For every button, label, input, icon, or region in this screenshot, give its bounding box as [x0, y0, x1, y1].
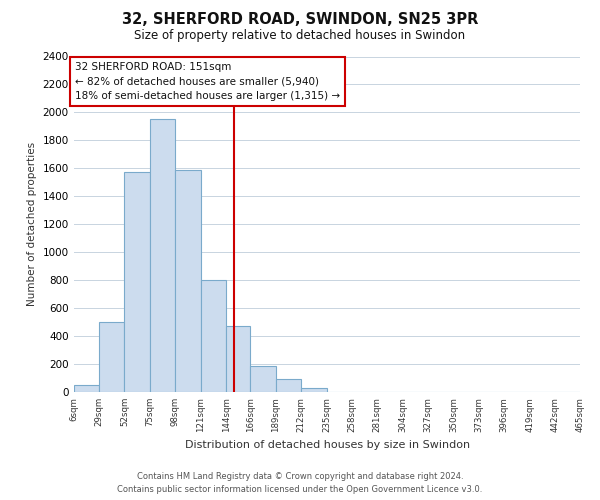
Bar	[200, 280, 226, 392]
Bar	[150, 120, 175, 392]
Text: Size of property relative to detached houses in Swindon: Size of property relative to detached ho…	[134, 29, 466, 42]
Text: Contains HM Land Registry data © Crown copyright and database right 2024.
Contai: Contains HM Land Registry data © Crown c…	[118, 472, 482, 494]
Bar	[301, 388, 326, 392]
Bar	[124, 172, 150, 392]
Bar	[250, 366, 276, 392]
Bar	[74, 385, 99, 392]
Bar	[276, 380, 301, 392]
Bar	[99, 322, 124, 392]
Y-axis label: Number of detached properties: Number of detached properties	[27, 142, 37, 306]
Bar	[226, 326, 250, 392]
Text: 32 SHERFORD ROAD: 151sqm
← 82% of detached houses are smaller (5,940)
18% of sem: 32 SHERFORD ROAD: 151sqm ← 82% of detach…	[75, 62, 340, 101]
Bar	[175, 170, 200, 392]
Text: 32, SHERFORD ROAD, SWINDON, SN25 3PR: 32, SHERFORD ROAD, SWINDON, SN25 3PR	[122, 12, 478, 28]
X-axis label: Distribution of detached houses by size in Swindon: Distribution of detached houses by size …	[185, 440, 470, 450]
